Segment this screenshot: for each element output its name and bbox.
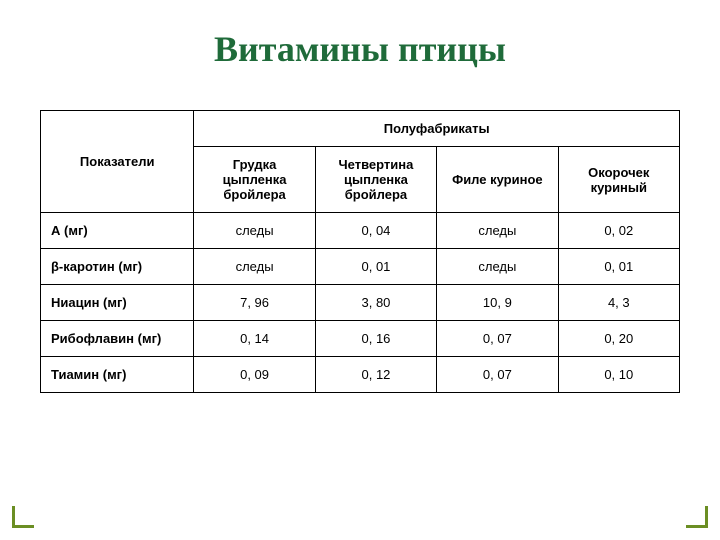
- data-cell: 0, 01: [558, 249, 679, 285]
- data-cell: 7, 96: [194, 285, 315, 321]
- corner-decoration-br: [686, 506, 708, 528]
- column-header: Окорочек куриный: [558, 147, 679, 213]
- data-cell: 0, 10: [558, 357, 679, 393]
- corner-decoration-bl: [12, 506, 34, 528]
- data-cell: 0, 20: [558, 321, 679, 357]
- row-header-label: Показатели: [41, 111, 194, 213]
- page-title: Витамины птицы: [40, 28, 680, 70]
- table-header-row-1: Показатели Полуфабрикаты: [41, 111, 680, 147]
- data-cell: 3, 80: [315, 285, 436, 321]
- indicator-label: β-каротин (мг): [41, 249, 194, 285]
- data-cell: 0, 12: [315, 357, 436, 393]
- table-row: Рибофлавин (мг) 0, 14 0, 16 0, 07 0, 20: [41, 321, 680, 357]
- table-row: β-каротин (мг) следы 0, 01 следы 0, 01: [41, 249, 680, 285]
- data-cell: 0, 01: [315, 249, 436, 285]
- indicator-label: Рибофлавин (мг): [41, 321, 194, 357]
- indicator-label: Ниацин (мг): [41, 285, 194, 321]
- table-row: Ниацин (мг) 7, 96 3, 80 10, 9 4, 3: [41, 285, 680, 321]
- data-cell: следы: [194, 249, 315, 285]
- column-header: Филе куриное: [437, 147, 558, 213]
- data-cell: следы: [437, 213, 558, 249]
- indicator-label: А (мг): [41, 213, 194, 249]
- data-cell: 0, 07: [437, 357, 558, 393]
- data-cell: следы: [194, 213, 315, 249]
- data-cell: 0, 16: [315, 321, 436, 357]
- data-cell: 0, 02: [558, 213, 679, 249]
- data-cell: 0, 14: [194, 321, 315, 357]
- data-cell: 4, 3: [558, 285, 679, 321]
- data-cell: следы: [437, 249, 558, 285]
- table-row: Тиамин (мг) 0, 09 0, 12 0, 07 0, 10: [41, 357, 680, 393]
- data-cell: 0, 09: [194, 357, 315, 393]
- data-cell: 10, 9: [437, 285, 558, 321]
- data-cell: 0, 04: [315, 213, 436, 249]
- data-cell: 0, 07: [437, 321, 558, 357]
- group-header: Полуфабрикаты: [194, 111, 680, 147]
- table-row: А (мг) следы 0, 04 следы 0, 02: [41, 213, 680, 249]
- column-header: Четвертина цыпленка бройлера: [315, 147, 436, 213]
- column-header: Грудка цыпленка бройлера: [194, 147, 315, 213]
- vitamins-table: Показатели Полуфабрикаты Грудка цыпленка…: [40, 110, 680, 393]
- indicator-label: Тиамин (мг): [41, 357, 194, 393]
